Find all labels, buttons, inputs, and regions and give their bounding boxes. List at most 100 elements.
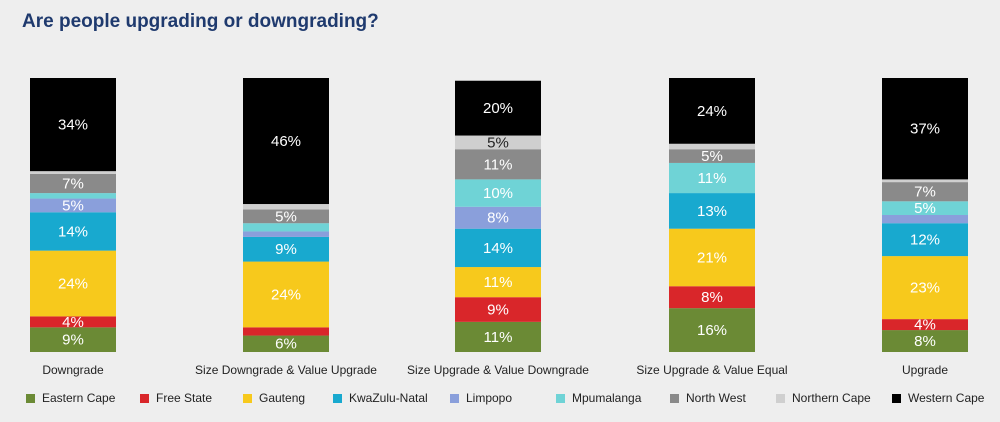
value-label: 14% [483, 240, 513, 257]
value-label: 11% [484, 156, 513, 173]
x-tick-label: Downgrade [42, 363, 104, 377]
bar-segment [669, 228, 755, 287]
value-label: 37% [910, 121, 940, 138]
value-label: 24% [58, 275, 88, 292]
legend-swatch [776, 394, 785, 403]
value-label: 11% [484, 329, 513, 346]
value-label: 7% [914, 184, 936, 201]
bar-segment [882, 182, 968, 202]
legend-label: Gauteng [259, 391, 305, 405]
value-label: 5% [275, 208, 297, 225]
bar-segment [882, 179, 968, 183]
legend-label: Western Cape [908, 391, 985, 405]
bar-segment [882, 256, 968, 320]
bar-segment [455, 179, 541, 207]
value-label: 5% [914, 200, 936, 217]
bar-segment [669, 286, 755, 309]
value-label: 24% [697, 103, 727, 120]
chart-title: Are people upgrading or downgrading? [22, 11, 379, 32]
bar-segment [30, 198, 116, 213]
legend-label: Free State [156, 391, 212, 405]
legend-swatch [26, 394, 35, 403]
bar-segment [882, 319, 968, 331]
bar-segment [30, 250, 116, 317]
legend-swatch [243, 394, 252, 403]
bar-segment [455, 206, 541, 229]
x-tick-label: Size Upgrade & Value Downgrade [407, 363, 589, 377]
bar-segment [669, 308, 755, 352]
value-label: 12% [910, 232, 940, 249]
bar-segment [669, 193, 755, 229]
x-tick-label: Upgrade [902, 363, 948, 377]
value-label: 46% [271, 133, 301, 150]
bar-segment [243, 327, 329, 336]
value-label: 14% [58, 223, 88, 240]
bar-segment [455, 80, 541, 136]
value-label: 8% [487, 210, 509, 227]
bar-segment [882, 223, 968, 257]
value-label: 23% [910, 280, 940, 297]
bar-segment [669, 78, 755, 144]
legend-swatch [892, 394, 901, 403]
bar-segment [455, 149, 541, 180]
bar-segment [30, 193, 116, 199]
legend-label: Limpopo [466, 391, 512, 405]
value-label: 8% [914, 333, 936, 350]
value-label: 21% [697, 249, 727, 266]
bar-segment [30, 173, 116, 194]
bar-segment [669, 162, 755, 194]
bar-segment [30, 316, 116, 328]
value-label: 8% [701, 289, 723, 306]
value-label: 4% [62, 314, 84, 331]
legend-swatch [333, 394, 342, 403]
value-label: 16% [697, 322, 727, 339]
bar-segment [455, 297, 541, 322]
value-label: 4% [914, 317, 936, 334]
legend-swatch [556, 394, 565, 403]
bar-segment [882, 78, 968, 180]
value-label: 10% [483, 185, 513, 202]
x-tick-label: Size Downgrade & Value Upgrade [195, 363, 377, 377]
bar-segment [669, 143, 755, 150]
value-label: 13% [697, 203, 727, 220]
value-label: 5% [701, 148, 723, 165]
x-tick-label: Size Upgrade & Value Equal [636, 363, 787, 377]
legend-label: Northern Cape [792, 391, 871, 405]
bar-segment [882, 201, 968, 215]
value-label: 11% [698, 170, 727, 187]
value-label: 34% [58, 117, 88, 134]
bar-segment [455, 228, 541, 268]
bar-segment [243, 335, 329, 352]
value-label: 5% [62, 197, 84, 214]
value-label: 11% [484, 274, 513, 291]
legend-swatch [140, 394, 149, 403]
bar-segment [30, 78, 116, 172]
legend-swatch [450, 394, 459, 403]
bar-segment [243, 231, 329, 237]
bar-segment [455, 321, 541, 352]
bar-segment [243, 223, 329, 232]
bar-segment [30, 327, 116, 352]
bar-segment [30, 212, 116, 251]
legend-swatch [670, 394, 679, 403]
bar-segment [882, 215, 968, 224]
bar-segment [243, 204, 329, 210]
value-label: 9% [487, 301, 509, 318]
bar-segment [882, 330, 968, 352]
value-label: 24% [271, 286, 301, 303]
bar-segment [669, 149, 755, 163]
bar-segment [243, 78, 329, 205]
value-label: 6% [275, 336, 297, 353]
bar-segment [243, 261, 329, 328]
bar-segment [243, 236, 329, 262]
legend-label: North West [686, 391, 746, 405]
bar-segment [30, 171, 116, 174]
legend-label: Eastern Cape [42, 391, 116, 405]
bar-segment [455, 267, 541, 298]
value-label: 7% [62, 175, 84, 192]
value-label: 5% [487, 134, 509, 151]
legend-label: Mpumalanga [572, 391, 642, 405]
bar-segment [243, 209, 329, 224]
bar-segment [455, 135, 541, 150]
